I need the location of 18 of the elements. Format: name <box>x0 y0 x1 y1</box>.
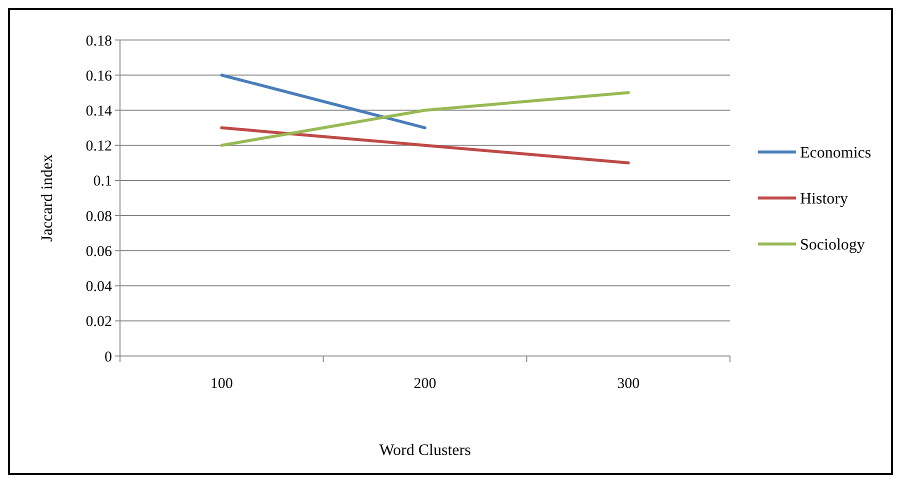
y-tick-label: 0.12 <box>86 138 112 155</box>
y-tick-label: 0.16 <box>86 68 112 84</box>
y-tick-label: 0.1 <box>93 174 112 190</box>
y-tick-label: 0.02 <box>86 314 112 330</box>
x-axis-title: Word Clusters <box>379 442 471 459</box>
y-tick-label: 0.14 <box>86 103 112 120</box>
y-tick-label: 0.04 <box>86 279 112 296</box>
legend-label: Economics <box>800 144 872 162</box>
y-tick-label: 0.08 <box>86 208 112 225</box>
x-tick-label: 300 <box>617 376 640 392</box>
y-tick-label: 0 <box>104 349 112 366</box>
y-tick-label: 0.18 <box>86 33 112 50</box>
y-axis-title: Jaccard index <box>39 154 56 242</box>
x-tick-label: 200 <box>414 376 436 392</box>
y-tick-label: 0.06 <box>86 244 112 260</box>
x-tick-label: 100 <box>210 376 233 392</box>
legend-label: Sociology <box>800 236 865 254</box>
legend-label: History <box>800 190 848 208</box>
